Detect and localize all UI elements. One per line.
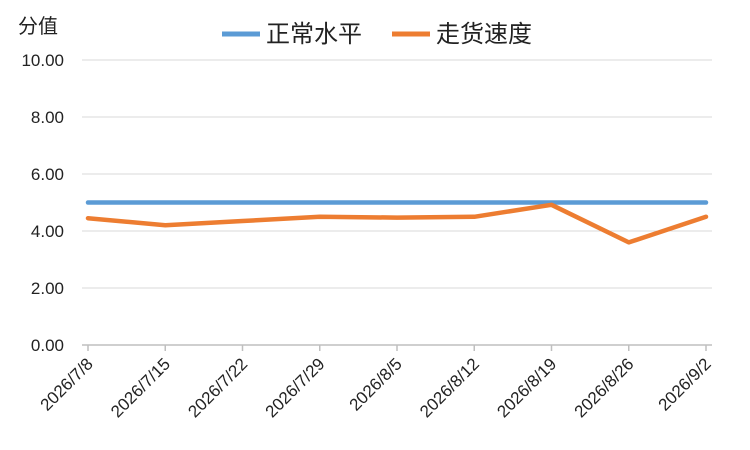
y-tick-label: 8.00	[31, 108, 64, 127]
x-tick-label: 2026/7/22	[184, 354, 251, 421]
legend: 正常水平 走货速度	[222, 20, 532, 48]
legend-label: 正常水平	[266, 20, 362, 48]
x-tick-label: 2026/9/2	[655, 354, 715, 414]
y-tick-label: 4.00	[31, 222, 64, 241]
x-tick-label: 2026/8/12	[416, 354, 483, 421]
series-line-2	[85, 202, 709, 245]
x-tick-label: 2026/8/26	[571, 354, 638, 421]
gridlines	[82, 59, 712, 289]
y-tick-label: 10.00	[21, 51, 64, 70]
y-tick-label: 6.00	[31, 165, 64, 184]
y-axis-label: 分值	[18, 14, 58, 38]
x-tick-label: 2026/7/29	[262, 354, 329, 421]
y-tick-label: 2.00	[31, 279, 64, 298]
legend-label: 走货速度	[436, 20, 532, 48]
y-tick-label: 0.00	[31, 336, 64, 355]
x-tick-label: 2026/8/5	[346, 354, 406, 414]
x-tick-label: 2026/7/15	[107, 354, 174, 421]
x-tick-label: 2026/8/19	[493, 354, 560, 421]
x-tick-label: 2026/7/8	[37, 354, 97, 414]
series-layer	[85, 200, 709, 245]
